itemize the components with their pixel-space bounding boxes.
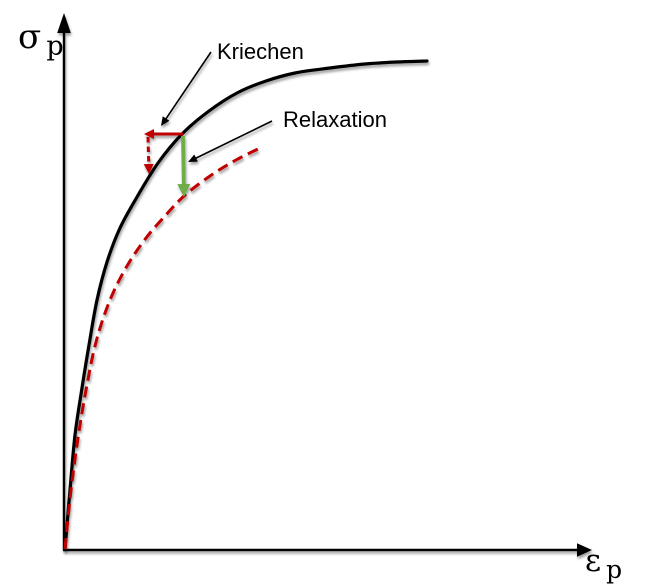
relaxation-label: Relaxation [283, 107, 387, 132]
epsilon-symbol: ε [585, 543, 601, 579]
y-axis-arrowhead-icon [57, 13, 71, 33]
kriechen-pointer-arrow-head-icon [161, 116, 170, 126]
y-axis-label: σ p [18, 17, 64, 62]
creep-vertical-dashed-arrow-head-icon [143, 163, 154, 174]
x-axis-label: ε p [585, 543, 622, 584]
relaxation-pointer-arrow [188, 120, 273, 162]
relaxation-vertical-arrow-shaft [181, 135, 186, 186]
relaxation-vertical-arrow-head-icon [177, 183, 191, 197]
creep-horizontal-arrow-head-icon [144, 129, 154, 139]
relaxation-pointer-arrow-head-icon [188, 154, 198, 162]
kriechen-label: Kriechen [217, 39, 304, 64]
curves-and-arrows-layer [63, 51, 429, 551]
epsilon-subscript: p [606, 555, 622, 584]
kriechen-pointer-arrow [161, 51, 212, 126]
relaxation-vertical-arrow [177, 135, 191, 197]
dashed-red-curve [63, 145, 263, 550]
creep-horizontal-arrow [144, 129, 183, 139]
sigma-symbol: σ [18, 17, 41, 57]
sigma-subscript: p [46, 31, 63, 62]
x-axis-arrowhead-icon [577, 543, 592, 557]
relaxation-pointer-arrow-shaft [194, 120, 273, 160]
creep-vertical-dashed-arrow-shaft [146, 136, 151, 166]
solid-black-curve [63, 59, 429, 551]
axes [57, 13, 592, 557]
creep-vertical-dashed-arrow [143, 136, 154, 174]
kriechen-pointer-arrow-shaft [164, 51, 212, 120]
